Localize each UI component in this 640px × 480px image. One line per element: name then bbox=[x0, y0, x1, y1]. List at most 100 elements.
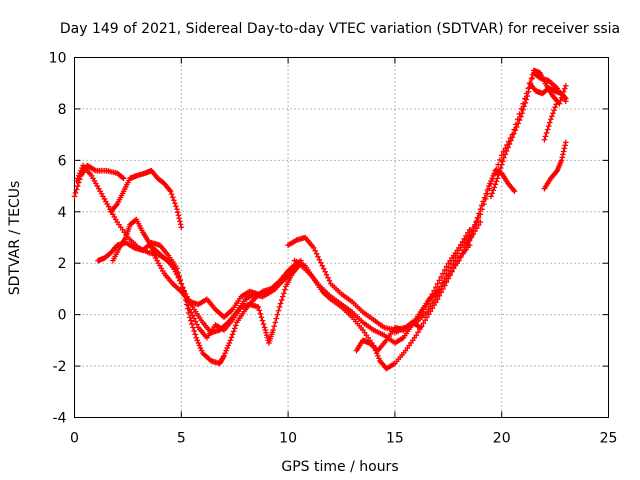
data-point bbox=[174, 209, 181, 216]
data-point bbox=[195, 340, 202, 346]
series-arc6 bbox=[146, 242, 302, 346]
data-point bbox=[312, 247, 318, 254]
data-point bbox=[521, 103, 527, 110]
data-point bbox=[417, 324, 424, 331]
data-point bbox=[433, 284, 439, 291]
y-tick-label: 8 bbox=[58, 102, 67, 118]
data-point bbox=[495, 172, 502, 178]
data-point bbox=[560, 151, 566, 158]
data-point bbox=[529, 71, 536, 78]
data-point bbox=[496, 168, 503, 175]
data-point bbox=[263, 329, 269, 336]
data-point bbox=[415, 329, 421, 336]
data-point bbox=[519, 110, 525, 117]
data-point bbox=[169, 262, 176, 269]
data-point bbox=[436, 277, 443, 284]
data-point bbox=[196, 342, 203, 349]
data-point bbox=[191, 315, 197, 322]
y-tick-labels: -4 -2 0 2 4 6 8 10 bbox=[49, 51, 67, 427]
data-point bbox=[221, 352, 227, 359]
data-point bbox=[484, 187, 491, 193]
data-point bbox=[171, 197, 177, 204]
data-point bbox=[464, 241, 471, 247]
data-point bbox=[447, 264, 453, 271]
data-point bbox=[272, 319, 279, 326]
data-point bbox=[429, 300, 436, 306]
y-tick-label: 0 bbox=[58, 308, 67, 324]
data-point bbox=[561, 145, 568, 152]
data-point bbox=[420, 320, 427, 327]
data-point bbox=[562, 95, 569, 102]
data-point bbox=[192, 318, 199, 325]
data-point bbox=[477, 206, 484, 213]
data-point bbox=[174, 271, 180, 278]
data-point bbox=[467, 235, 474, 241]
data-point bbox=[315, 253, 321, 260]
data-point bbox=[562, 82, 569, 89]
data-point bbox=[525, 88, 532, 95]
series-arc12 bbox=[460, 167, 518, 256]
data-point bbox=[173, 203, 179, 210]
data-point bbox=[548, 116, 554, 123]
x-tick-labels: 0 5 10 15 20 25 bbox=[70, 431, 617, 447]
data-point bbox=[454, 250, 460, 257]
data-point bbox=[189, 312, 196, 319]
data-point bbox=[184, 298, 190, 304]
data-point bbox=[460, 250, 467, 256]
data-point bbox=[189, 321, 195, 327]
data-point bbox=[499, 158, 506, 165]
data-point bbox=[181, 289, 187, 296]
data-point bbox=[513, 124, 520, 130]
data-point bbox=[232, 322, 239, 329]
data-point bbox=[473, 219, 479, 225]
data-point bbox=[518, 113, 524, 120]
data-point bbox=[74, 175, 81, 182]
data-point bbox=[178, 224, 185, 231]
x-tick-label: 5 bbox=[177, 431, 186, 447]
data-point bbox=[276, 304, 283, 310]
data-point bbox=[452, 254, 459, 261]
data-point bbox=[473, 218, 480, 225]
data-point bbox=[489, 175, 495, 182]
data-point bbox=[275, 307, 282, 314]
data-point bbox=[490, 187, 496, 194]
data-point bbox=[318, 259, 324, 266]
data-point bbox=[187, 314, 193, 321]
data-point bbox=[488, 178, 494, 184]
data-point bbox=[75, 172, 82, 179]
data-point bbox=[545, 123, 552, 129]
data-point bbox=[413, 332, 420, 339]
series-arc4 bbox=[110, 216, 304, 321]
data-point bbox=[474, 214, 481, 221]
data-point bbox=[480, 198, 486, 205]
data-point bbox=[488, 193, 494, 200]
data-point bbox=[120, 175, 127, 182]
data-point bbox=[544, 126, 551, 133]
data-point bbox=[77, 170, 83, 177]
data-point bbox=[457, 254, 464, 261]
y-tick-label: 6 bbox=[58, 153, 67, 169]
data-point bbox=[171, 265, 177, 272]
y-tick-label: 2 bbox=[58, 256, 67, 272]
data-point bbox=[279, 293, 286, 300]
data-point bbox=[471, 223, 478, 230]
data-point bbox=[497, 165, 504, 171]
data-point bbox=[543, 130, 550, 136]
data-point bbox=[277, 300, 284, 307]
data-point bbox=[490, 172, 496, 179]
data-point bbox=[191, 328, 197, 334]
data-point bbox=[174, 206, 180, 213]
data-point bbox=[440, 270, 446, 277]
data-point bbox=[503, 148, 510, 154]
data-point bbox=[226, 340, 233, 346]
data-point bbox=[193, 334, 200, 341]
data-point bbox=[522, 100, 528, 106]
series-arc9 bbox=[295, 219, 484, 346]
data-point bbox=[187, 306, 193, 313]
data-point bbox=[323, 271, 330, 278]
data-point bbox=[182, 293, 189, 300]
data-point bbox=[562, 142, 568, 149]
data-point bbox=[441, 267, 448, 273]
data-point bbox=[151, 252, 158, 259]
